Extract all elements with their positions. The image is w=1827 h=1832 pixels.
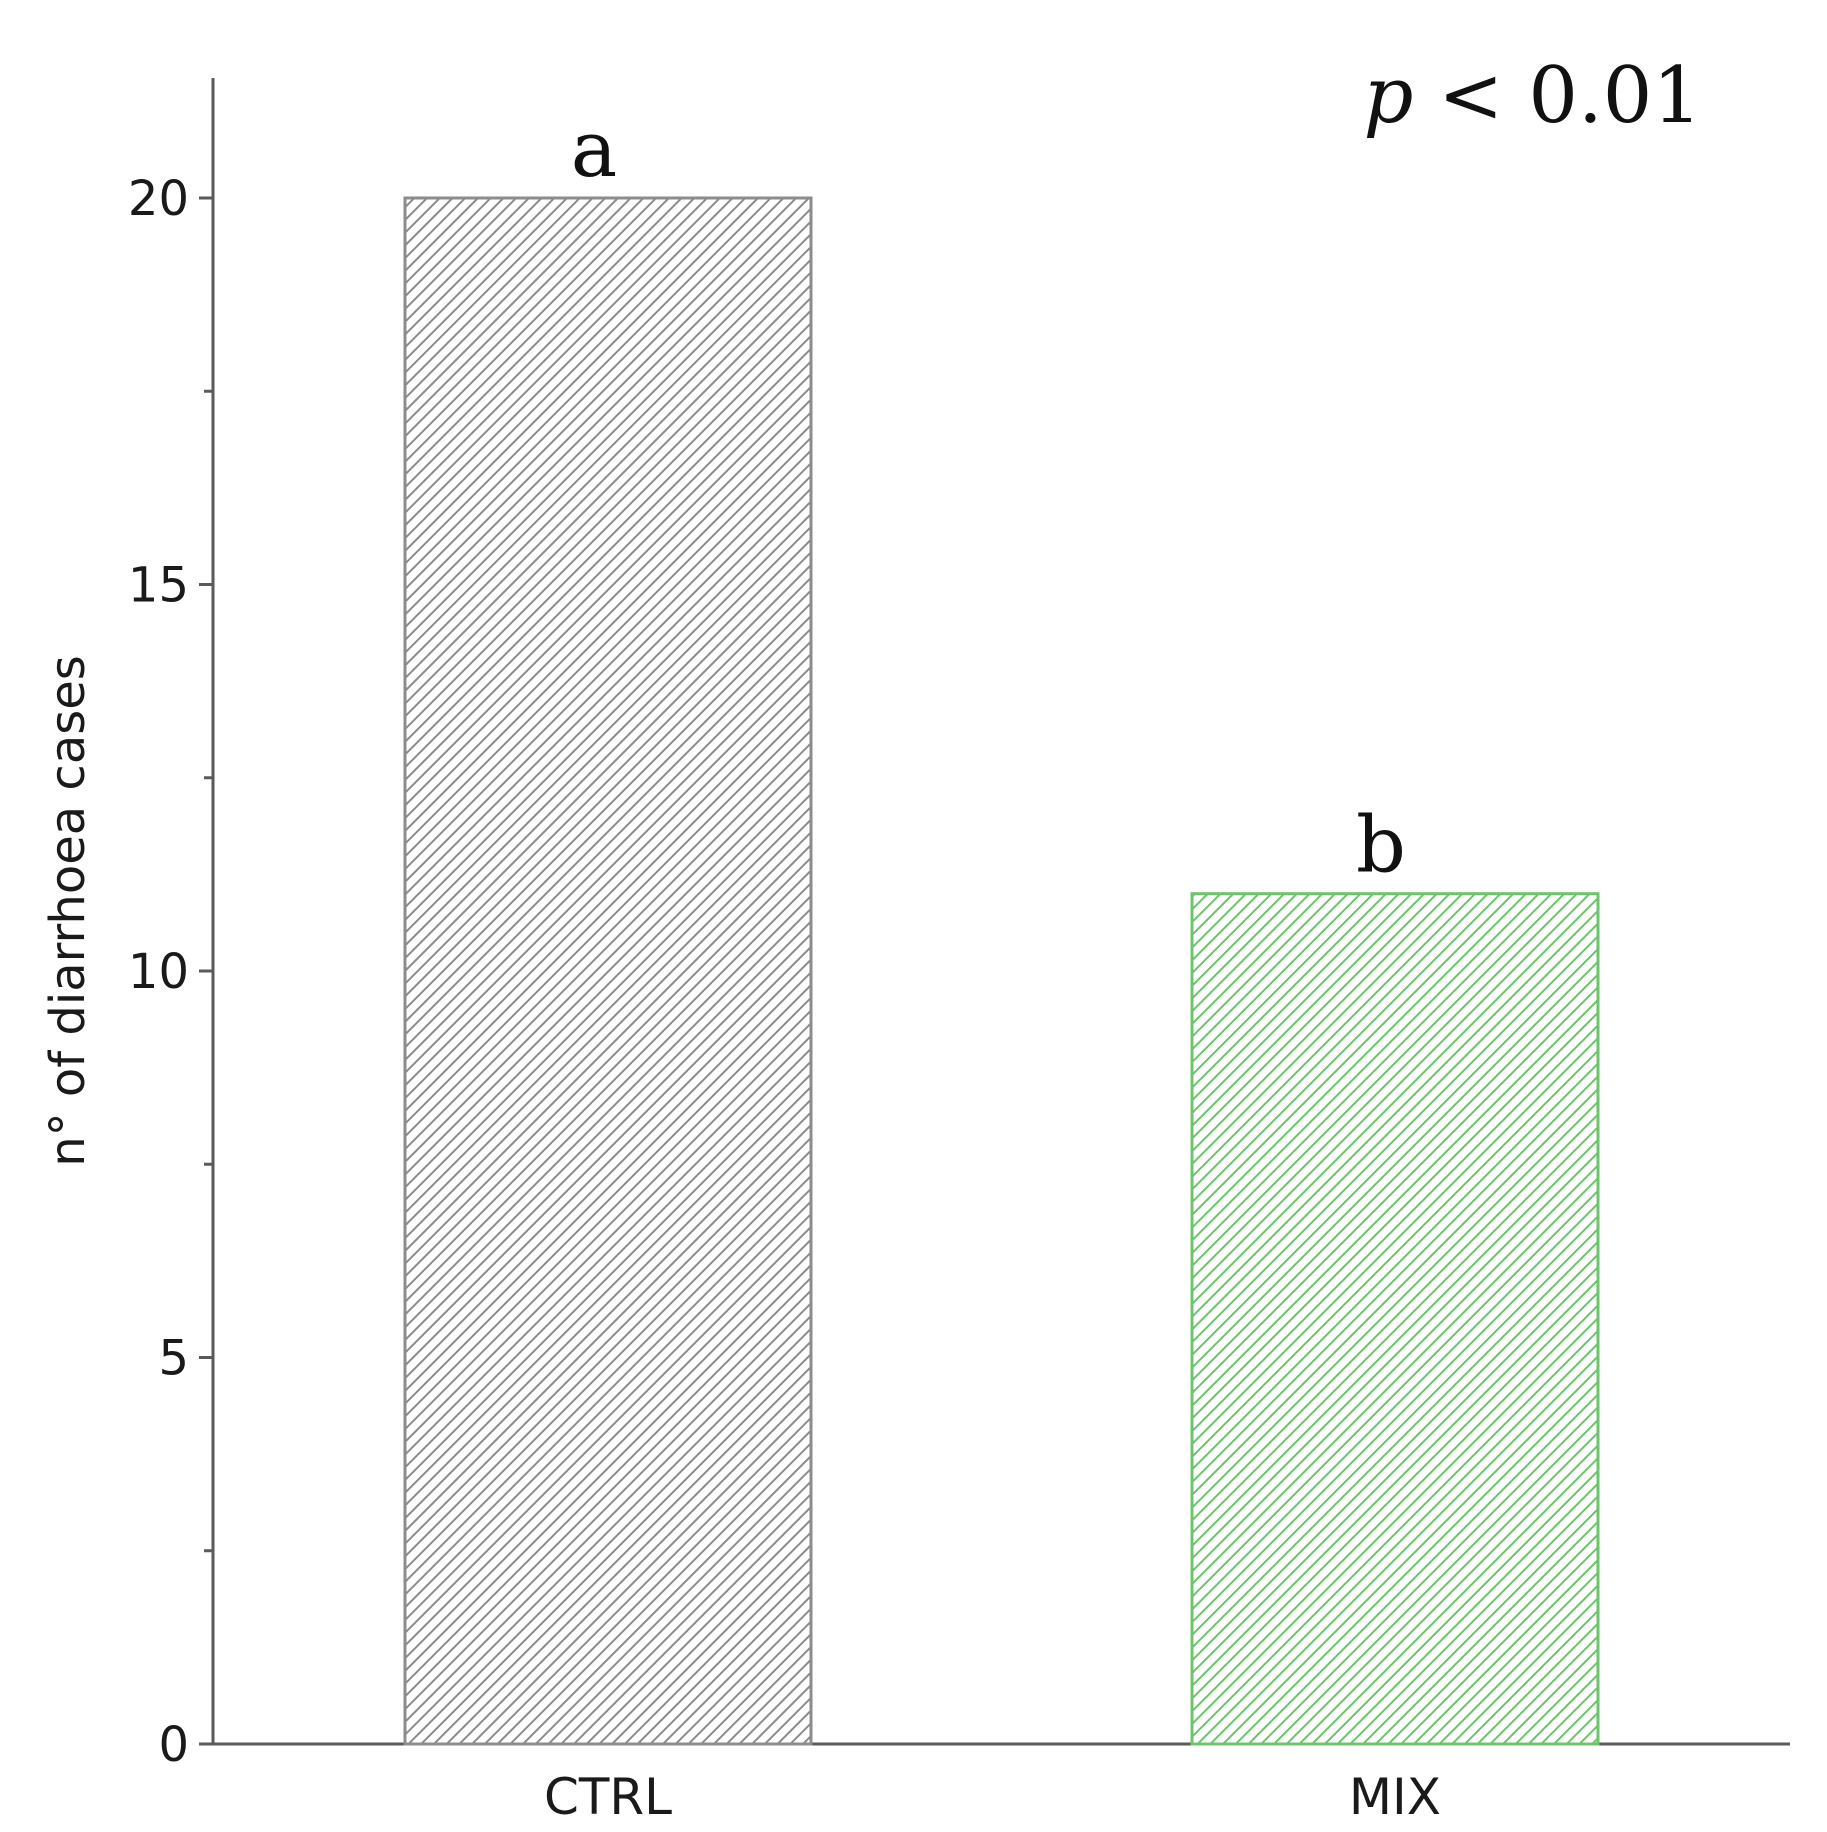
- y-axis-label: n° of diarrhoea cases: [40, 655, 96, 1167]
- significance-letter: a: [571, 105, 618, 195]
- y-tick-label: 0: [158, 1717, 189, 1773]
- bars: [403, 196, 1600, 1746]
- y-tick-label: 10: [128, 944, 189, 1000]
- p-value-annotation: p < 0.01: [1363, 51, 1702, 141]
- bar-mix: [1190, 892, 1600, 1746]
- y-minor-ticks: [204, 389, 213, 1553]
- y-tick-label: 15: [128, 558, 189, 614]
- y-tick-label: 5: [158, 1331, 189, 1387]
- x-category-label: MIX: [1349, 1768, 1441, 1826]
- bar-ctrl: [403, 196, 813, 1746]
- p-symbol: p: [1363, 51, 1413, 141]
- category-labels: CTRL MIX: [544, 1768, 1441, 1826]
- y-tick-label: 20: [128, 171, 189, 227]
- significance-letter: b: [1356, 801, 1406, 891]
- x-category-label: CTRL: [544, 1768, 672, 1826]
- p-value-text: < 0.01: [1413, 51, 1702, 141]
- y-ticks: 0 5 10 15 20: [128, 171, 213, 1773]
- significance-letters: ab: [571, 105, 1406, 891]
